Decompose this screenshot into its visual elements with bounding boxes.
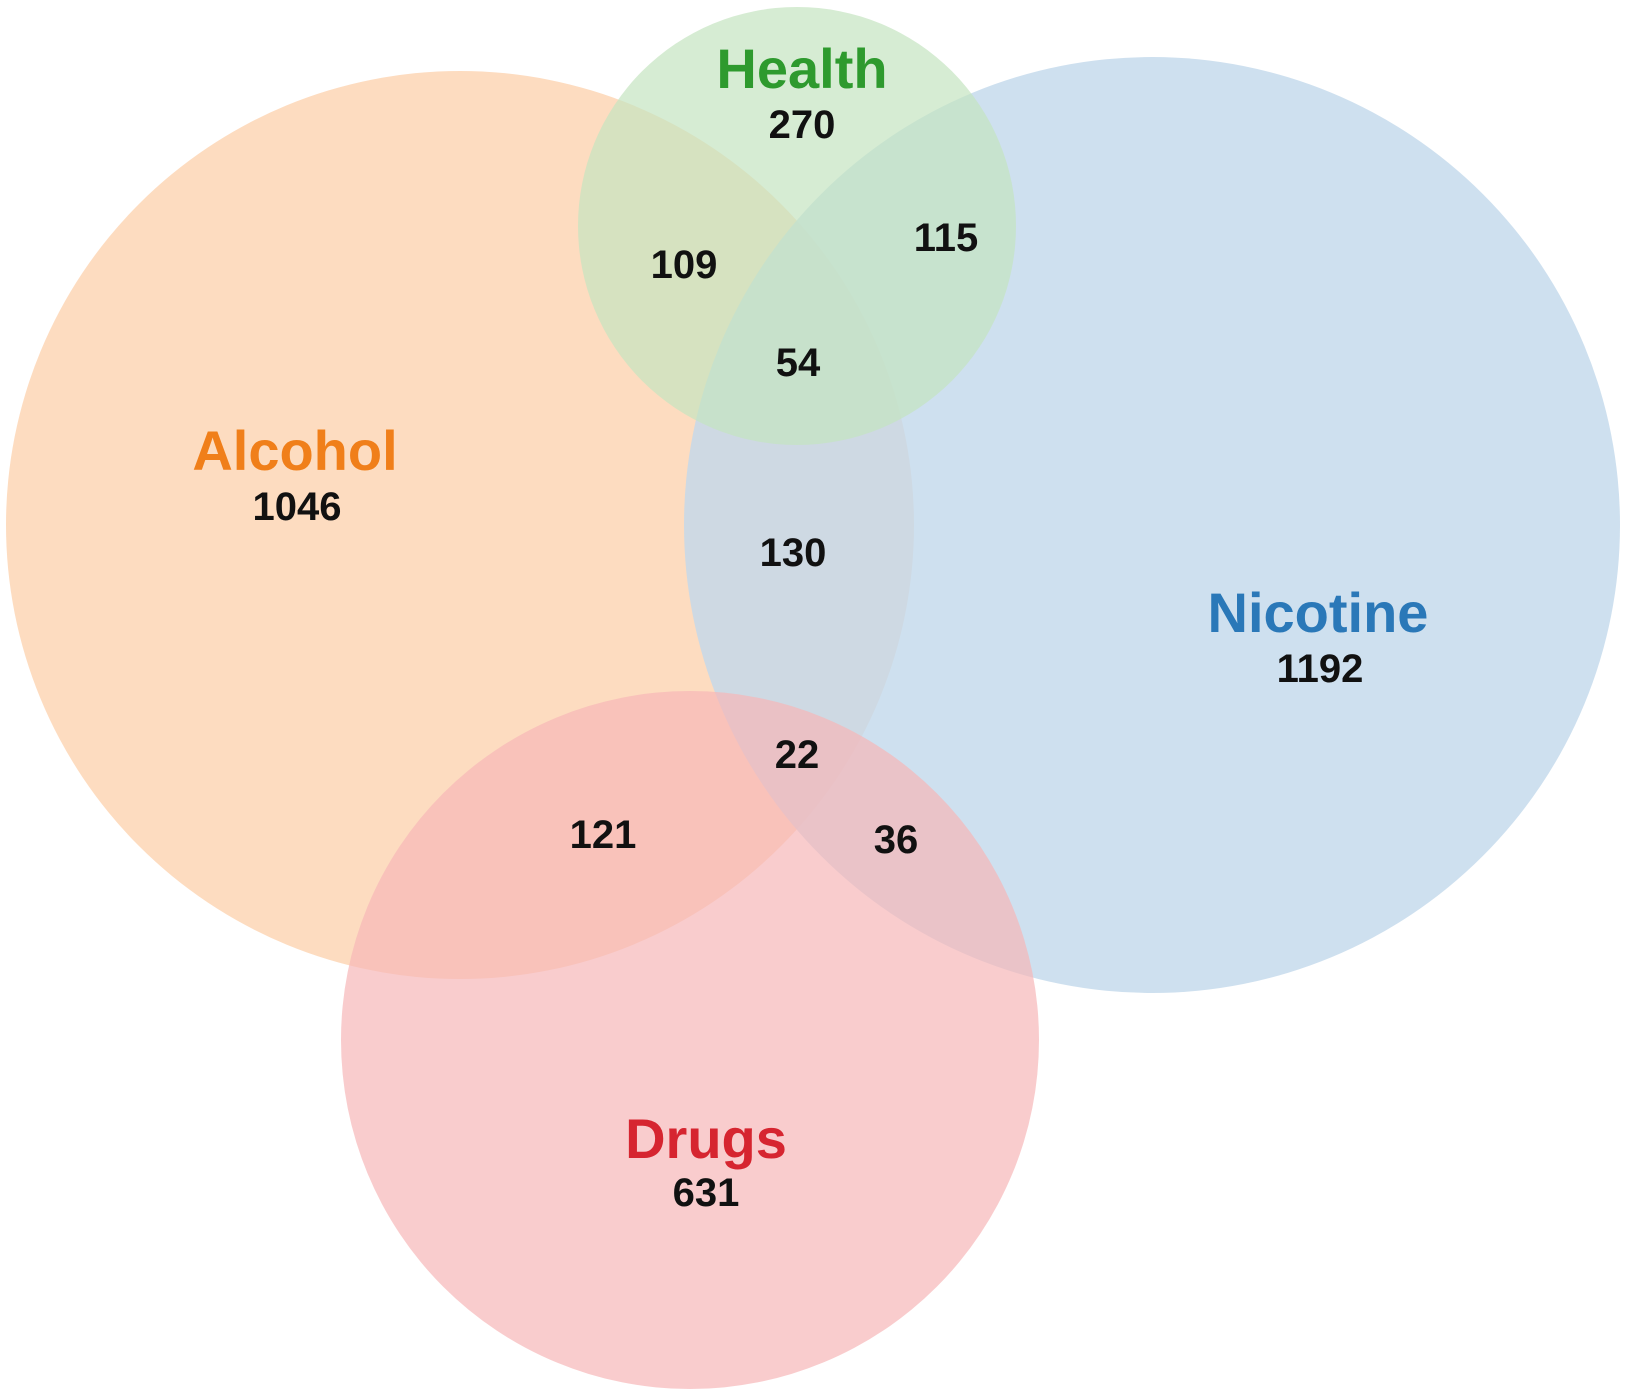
drugs-count: 631	[673, 1171, 740, 1215]
drugs-label: Drugs	[625, 1107, 787, 1170]
alcohol-count: 1046	[253, 485, 342, 529]
alcohol-health-count: 109	[651, 243, 718, 287]
nicotine-drugs-count: 36	[874, 818, 919, 862]
alcohol-drugs-count: 121	[570, 813, 637, 857]
health-nicotine-count: 115	[914, 216, 979, 260]
health-count: 270	[769, 103, 836, 147]
nicotine-count: 1192	[1277, 647, 1364, 691]
alcohol-nicotine-drugs-count: 22	[775, 733, 820, 777]
drugs-circle	[341, 691, 1039, 1389]
alcohol-label: Alcohol	[192, 419, 397, 482]
alcohol-nicotine-count: 130	[760, 531, 827, 575]
nicotine-label: Nicotine	[1208, 581, 1429, 644]
alcohol-health-nicotine-count: 54	[776, 341, 821, 385]
health-label: Health	[716, 37, 887, 100]
health-circle	[578, 7, 1016, 445]
